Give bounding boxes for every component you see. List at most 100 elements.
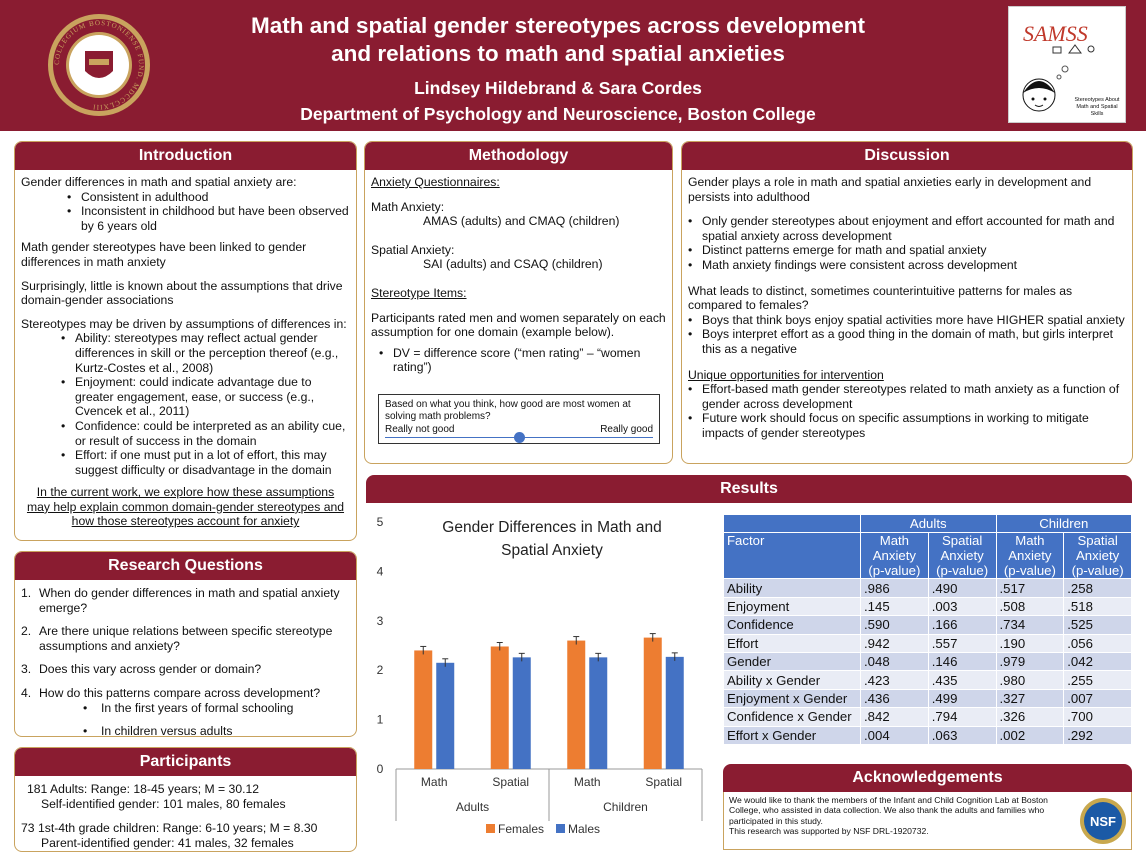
acknowledgements-heading: Acknowledgements xyxy=(723,764,1132,792)
legend-swatch-males xyxy=(556,824,565,833)
math-anxiety-label: Math Anxiety: xyxy=(371,199,445,214)
discussion-list: Effort-based math gender stereotypes rel… xyxy=(688,382,1126,440)
survey-slider-thumb xyxy=(513,432,525,443)
y-tick-label: 5 xyxy=(377,515,384,529)
bar-males xyxy=(436,662,455,769)
participants-panel: Participants 181 Adults: Range: 18-45 ye… xyxy=(14,747,357,852)
bar-males xyxy=(665,656,684,769)
discussion-panel: Discussion Gender plays a role in math a… xyxy=(681,141,1133,464)
poster-authors: Lindsey Hildebrand & Sara Cordes xyxy=(414,78,702,98)
intro-paragraph: Math gender stereotypes have been linked… xyxy=(21,240,307,269)
table-value-cell: .056 xyxy=(1063,633,1132,653)
table-value-cell: .508 xyxy=(995,596,1065,617)
table-value-cell: .166 xyxy=(927,615,997,635)
discussion-heading: Discussion xyxy=(682,142,1132,170)
x-tick-label: Spatial xyxy=(645,775,682,789)
table-factor-cell: Confidence xyxy=(723,615,861,635)
table-value-cell: .979 xyxy=(995,651,1065,672)
table-group-row: Adults Children xyxy=(723,513,1132,534)
list-item: Inconsistent in childhood but have been … xyxy=(67,204,350,233)
discussion-list: Only gender stereotypes about enjoyment … xyxy=(688,214,1126,272)
svg-text:NSF: NSF xyxy=(1090,814,1116,829)
survey-example: Based on what you think, how good are mo… xyxy=(378,394,660,444)
bar-females xyxy=(490,646,509,769)
introduction-heading: Introduction xyxy=(15,142,356,170)
table-row: Ability x Gender .423.435.980.255 xyxy=(723,670,1132,690)
list-item: In children versus adults xyxy=(83,724,350,736)
gender-differences-chart: Gender Differences in Math and Spatial An… xyxy=(377,515,703,836)
table-row: Enjoyment x Gender .436.499.327.007 xyxy=(723,688,1132,709)
poster-title: Math and spatial gender stereotypes acro… xyxy=(251,13,865,66)
research-questions-panel: Research Questions 1. When do gender diff… xyxy=(14,551,357,737)
table-value-cell: .190 xyxy=(995,633,1065,653)
discussion-paragraph: Unique opportunities for intervention xyxy=(688,367,884,382)
participants-adults: 181 Adults: Range: 18-45 years; M = 30.1… xyxy=(27,782,260,796)
table-value-cell: .436 xyxy=(860,688,929,709)
y-tick-label: 3 xyxy=(377,614,384,628)
legend-label: Females xyxy=(498,822,544,836)
group-label: Children xyxy=(603,800,648,814)
anxiety-heading: Anxiety Questionnaires: xyxy=(371,175,500,189)
x-tick-label: Math xyxy=(421,775,448,789)
acknowledgements-text: We would like to thank the members of th… xyxy=(729,795,1048,826)
samss-logo-caption: Stereotypes About Math and Spatial Skill… xyxy=(1074,97,1120,117)
intro-list: Consistent in adulthood Inconsistent in … xyxy=(21,190,350,234)
list-item: Only gender stereotypes about enjoyment … xyxy=(688,214,1126,243)
samss-logo: SAMSS Stereotypes About Math and Spatial… xyxy=(1008,6,1126,123)
nsf-logo-icon: NSF xyxy=(1080,798,1126,844)
intro-list: Ability: stereotypes may reflect actual … xyxy=(21,331,350,477)
list-item: Distinct patterns emerge for math and sp… xyxy=(688,243,1126,258)
table-value-cell: .525 xyxy=(1063,615,1132,635)
chart-title-line: Gender Differences in Math and xyxy=(442,519,661,536)
spatial-anxiety-measures: SAI (adults) and CSAQ (children) xyxy=(423,257,603,272)
table-row: Effort x Gender .004.063.002.292 xyxy=(723,725,1132,745)
list-item: In the first years of formal schooling xyxy=(83,701,350,716)
math-anxiety-measures: AMAS (adults) and CMAQ (children) xyxy=(423,214,620,229)
participants-children-gender: Parent-identified gender: 41 males, 32 f… xyxy=(41,835,294,850)
table-value-cell: .327 xyxy=(995,688,1065,709)
chart-title-line: Spatial Anxiety xyxy=(501,542,603,559)
table-value-cell: .007 xyxy=(1063,688,1132,709)
table-value-cell: .842 xyxy=(860,707,929,727)
table-value-cell: .146 xyxy=(927,651,997,672)
list-item: Effort-based math gender stereotypes rel… xyxy=(688,382,1126,411)
table-factor-cell: Effort x Gender xyxy=(723,725,861,745)
intro-paragraph: Stereotypes may be driven by assumptions… xyxy=(21,316,347,331)
intro-paragraph: Surprisingly, little is known about the … xyxy=(21,278,343,308)
y-tick-label: 0 xyxy=(377,762,384,776)
list-item: Ability: stereotypes may reflect actual … xyxy=(61,331,350,375)
list-item: Future work should focus on specific ass… xyxy=(688,411,1126,440)
acknowledgements-funding: This research was supported by NSF DRL-1… xyxy=(729,825,929,836)
column-header: Spatial Anxiety (p-value) xyxy=(927,532,997,580)
participants-adults-gender: Self-identified gender: 101 males, 80 fe… xyxy=(41,796,286,811)
column-header: Spatial Anxiety (p-value) xyxy=(1063,532,1132,580)
table-value-cell: .700 xyxy=(1063,707,1132,727)
list-item: Confidence: could be interpreted as an a… xyxy=(61,419,350,448)
dv-list: DV = difference score (“men rating” – “w… xyxy=(371,346,666,375)
table-factor-cell: Effort xyxy=(723,633,861,653)
list-item: Boys that think boys enjoy spatial activ… xyxy=(688,313,1126,328)
list-item: Math anxiety findings were consistent ac… xyxy=(688,258,1126,273)
table-value-cell: .004 xyxy=(860,725,929,745)
table-value-cell: .003 xyxy=(927,596,997,617)
table-value-cell: .423 xyxy=(860,670,929,690)
bar-males xyxy=(589,657,608,769)
factor-header: Factor xyxy=(723,532,861,580)
table-value-cell: .255 xyxy=(1063,670,1132,690)
poster-header: COLLEGIUM BOSTONIENSE FUND. MDCCCLXIII M… xyxy=(0,0,1146,131)
discussion-paragraph: What leads to distinct, sometimes counte… xyxy=(688,283,1073,313)
poster-department: Department of Psychology and Neuroscienc… xyxy=(300,104,816,124)
table-row: Confidence .590.166.734.525 xyxy=(723,615,1132,635)
legend-label: Males xyxy=(568,822,600,836)
table-value-cell: .590 xyxy=(860,615,929,635)
column-header: Math Anxiety (p-value) xyxy=(860,532,929,580)
table-value-cell: .518 xyxy=(1063,596,1132,617)
bar-females xyxy=(414,650,433,769)
methodology-heading: Methodology xyxy=(365,142,672,170)
table-value-cell: .499 xyxy=(927,688,997,709)
table-factor-cell: Ability xyxy=(723,578,861,598)
table-row: Effort .942.557.190.056 xyxy=(723,633,1132,653)
table-row: Gender .048.146.979.042 xyxy=(723,651,1132,672)
table-factor-cell: Enjoyment x Gender xyxy=(723,688,861,709)
boston-college-seal-icon: COLLEGIUM BOSTONIENSE FUND. MDCCCLXIII xyxy=(48,14,150,116)
